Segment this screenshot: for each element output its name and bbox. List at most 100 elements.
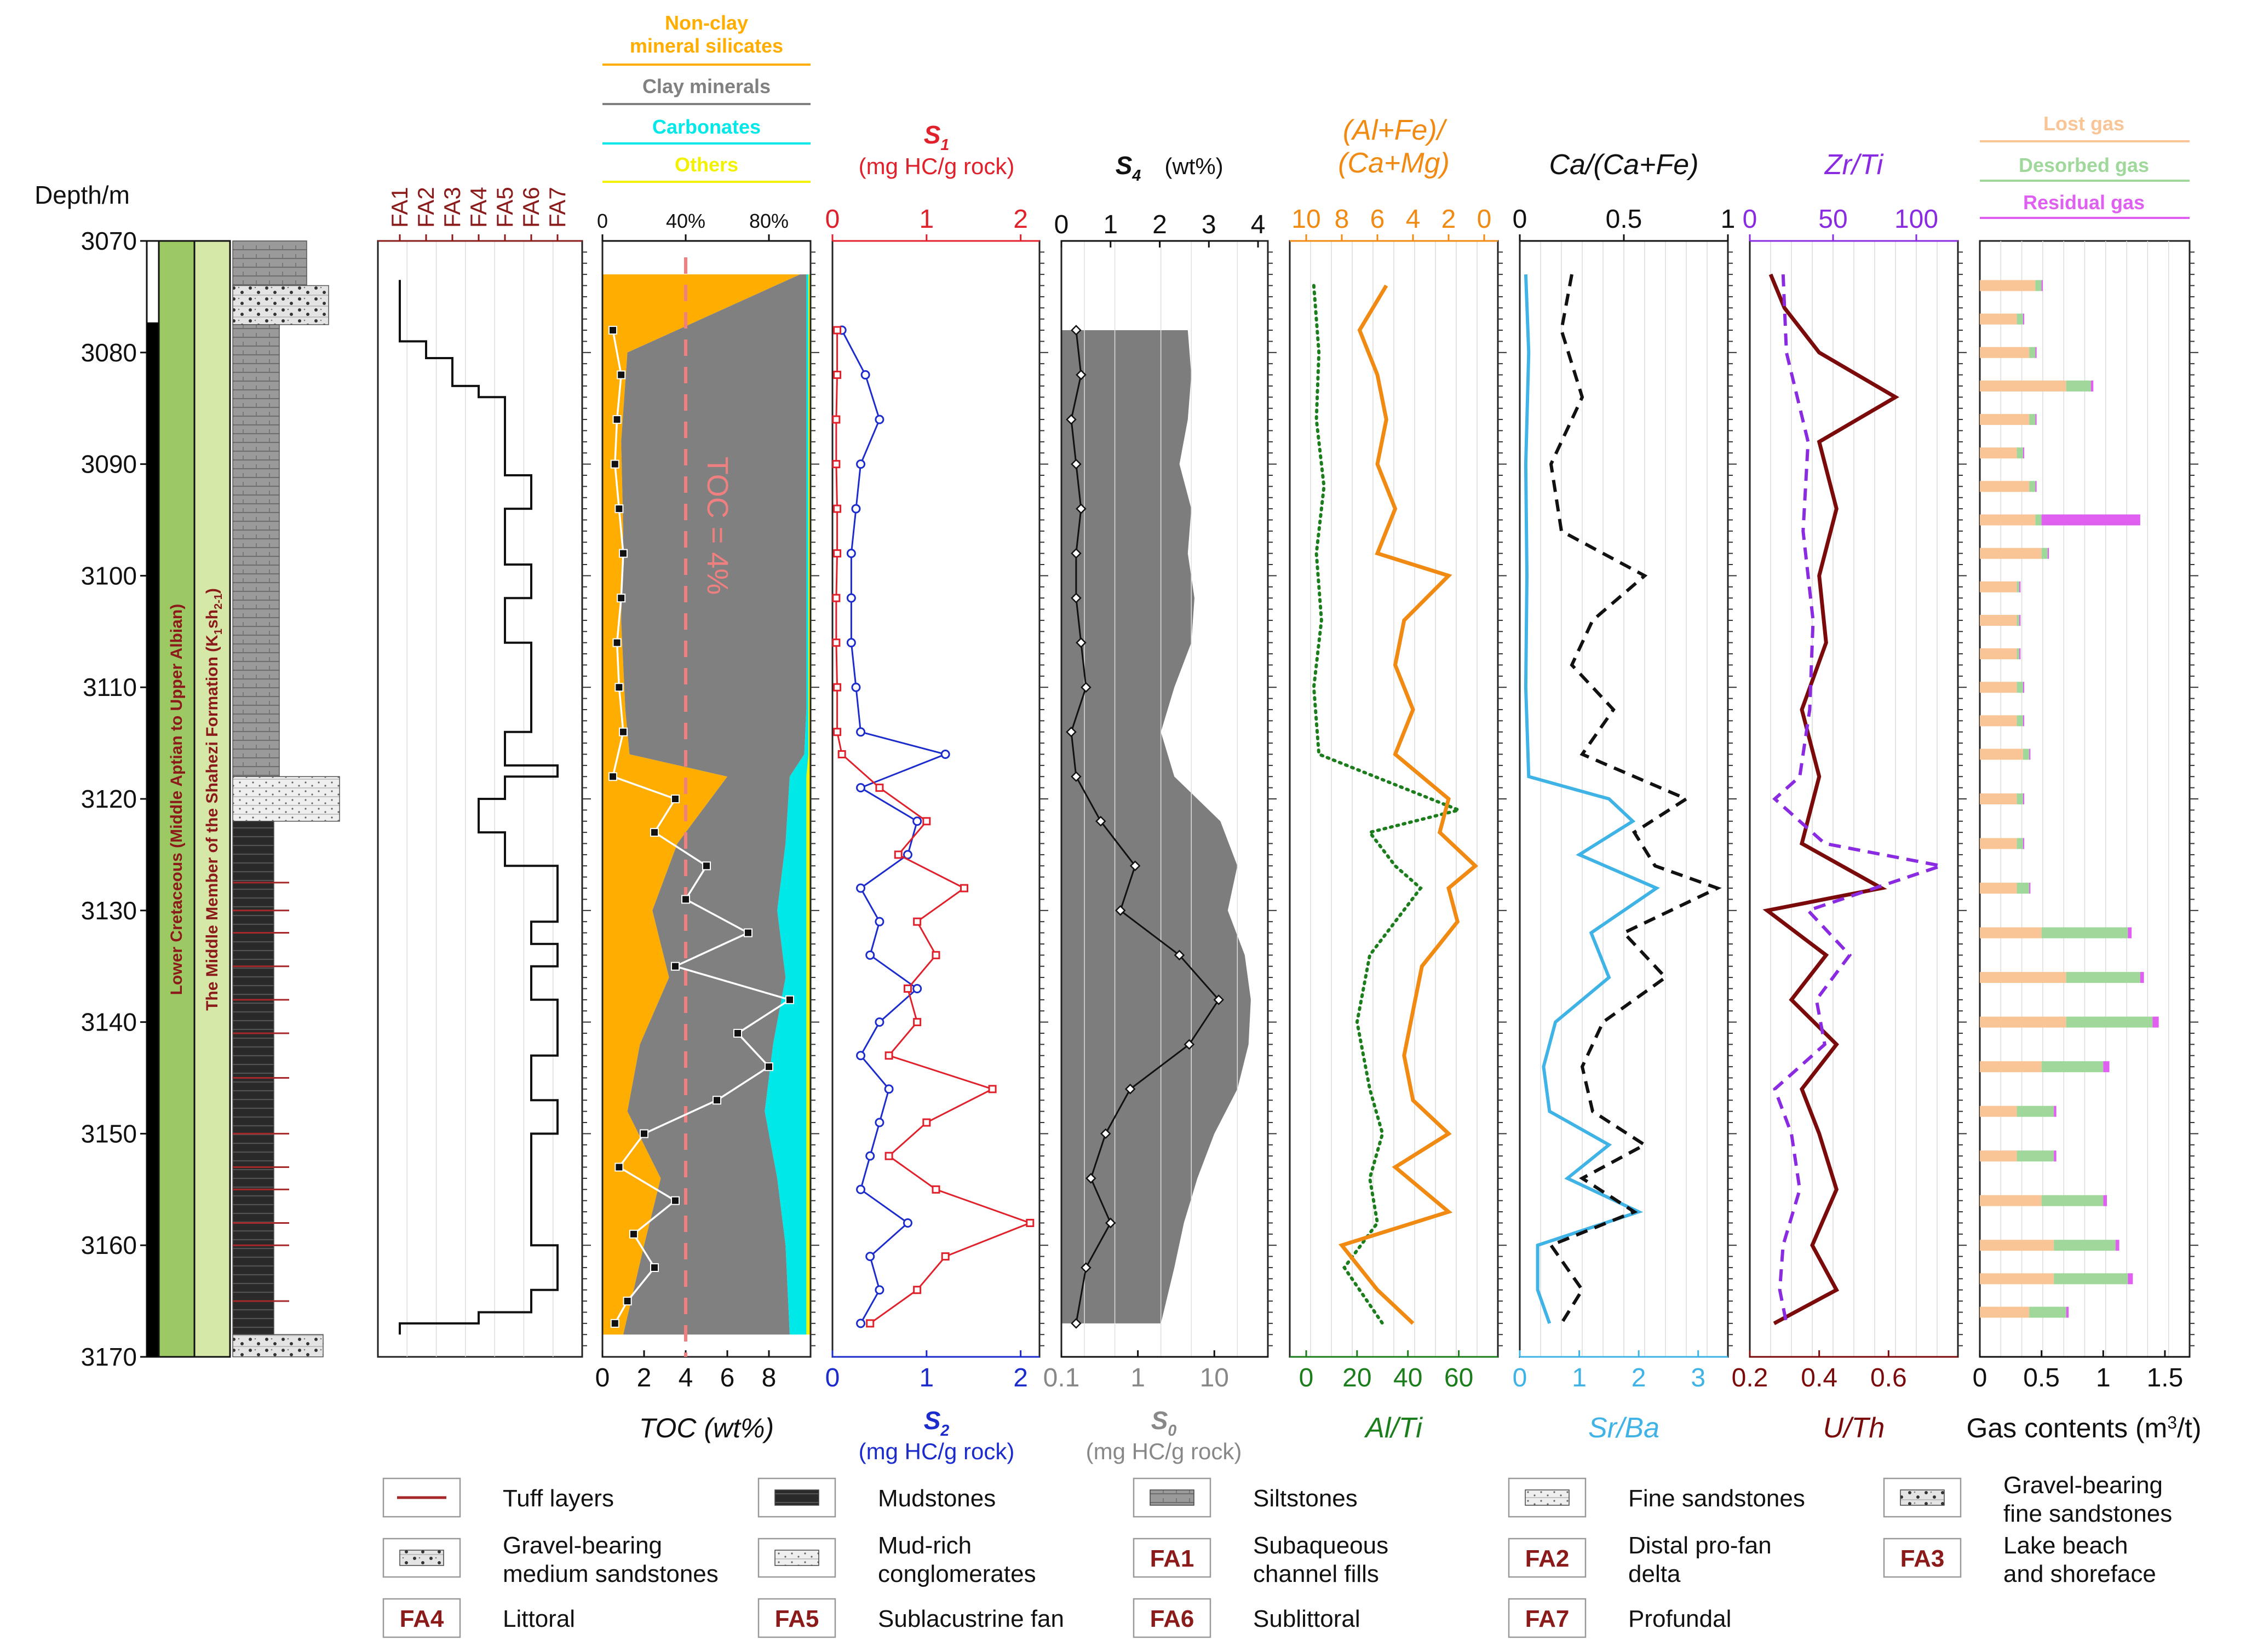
s1-point	[846, 549, 856, 559]
s1-tick-label: 2	[1013, 205, 1028, 234]
member-label-part: 2-1	[212, 594, 225, 609]
gas-bar-desorbed	[2054, 1273, 2128, 1285]
legend-label2-gfine: fine sandstones	[2003, 1500, 2172, 1527]
gas-bar-desorbed	[2029, 347, 2036, 358]
legend-label2-FA2: delta	[1628, 1561, 1681, 1587]
gas-legend-residual: Residual gas	[2023, 191, 2145, 214]
gas-bar-lost	[1980, 682, 2017, 693]
gas-tick-label: 1	[2096, 1363, 2111, 1392]
s0-units: (mg HC/g rock)	[1086, 1438, 1242, 1464]
alfe-title-line1: (Al+Fe)/	[1343, 114, 1447, 146]
legend-label2-conglo: conglomerates	[878, 1561, 1036, 1587]
toc-point	[702, 861, 711, 871]
legend-clay: Clay minerals	[642, 75, 771, 97]
toc-point	[610, 1319, 619, 1328]
s1-point	[875, 1118, 884, 1127]
gas-bar-lost	[1980, 414, 2030, 425]
s4-point	[1085, 1173, 1096, 1184]
gas-axis-title-main: Gas contents (m	[1966, 1413, 2167, 1443]
gas-bar-residual	[2035, 414, 2037, 425]
toc-point	[671, 1196, 680, 1205]
era-scale-black	[147, 322, 159, 1357]
s2-point	[833, 371, 842, 379]
toc-point	[733, 1028, 742, 1038]
s2-point	[903, 984, 912, 993]
toc-point	[614, 504, 624, 514]
toc-curve	[611, 330, 792, 1324]
gas-bar-desorbed	[2066, 1016, 2153, 1028]
gas-bar-desorbed	[2017, 313, 2023, 325]
s4-point	[1071, 592, 1082, 603]
s2-point	[832, 638, 841, 647]
gas-bar-residual	[2041, 514, 2140, 526]
alfe-top-tick-label: 8	[1335, 205, 1349, 234]
gas-bar-desorbed	[2017, 883, 2030, 894]
s1-point	[912, 983, 922, 993]
gas-bar-lost	[1980, 347, 2030, 358]
gas-bar-desorbed	[2017, 447, 2023, 459]
facies-tick-label: FA1	[387, 187, 412, 228]
s0-tick-label: 0.1	[1043, 1363, 1080, 1392]
s4-point	[1076, 503, 1087, 514]
zrti-top-tick-label: 0	[1743, 205, 1757, 234]
s2-units: (mg HC/g rock)	[859, 1438, 1015, 1464]
toc-tick-label: 4	[679, 1363, 693, 1392]
s1-curve	[841, 330, 949, 1324]
gas-bar-residual	[2047, 548, 2049, 559]
gas-bar-lost	[1980, 447, 2017, 459]
legend-swatch-silt	[1150, 1489, 1194, 1506]
gas-tick-label: 1.5	[2147, 1363, 2184, 1392]
s2-point	[913, 1286, 922, 1294]
s4-point	[1071, 458, 1082, 470]
uth-title: U/Th	[1823, 1412, 1885, 1444]
s1-title: S1	[924, 120, 950, 154]
s2-point	[922, 817, 931, 826]
depth-tick-label: 3090	[81, 450, 137, 479]
gas-bar-residual	[2128, 927, 2132, 939]
s2-point	[832, 594, 841, 602]
legend-label-fine: Fine sandstones	[1628, 1485, 1805, 1512]
top-axis-label: 3	[1202, 210, 1216, 239]
gas-bar-desorbed	[2041, 927, 2128, 939]
s4-point	[1066, 726, 1077, 738]
gas-bar-lost	[1980, 648, 2017, 660]
s2-point	[884, 1152, 893, 1160]
legend-others: Others	[675, 153, 738, 176]
s1-point	[856, 783, 866, 793]
gas-bar-desorbed	[2017, 1106, 2054, 1117]
s1-point	[903, 1218, 912, 1228]
legend-label-FA7: Profundal	[1628, 1605, 1731, 1632]
legend-label2-FA1: channel fills	[1253, 1561, 1379, 1587]
legend-swatch-mud	[774, 1489, 819, 1506]
gas-bar-lost	[1980, 1061, 2042, 1073]
legend-label-FA3: Lake beach	[2003, 1532, 2128, 1559]
cafe-top-curve	[1548, 274, 1722, 1325]
toc-point	[744, 928, 753, 937]
gas-bar-lost	[1980, 1150, 2017, 1162]
gas-bar-lost	[1980, 972, 2066, 983]
gas-bar-lost	[1980, 514, 2036, 526]
s1-point	[912, 816, 922, 826]
top-axis-label: 1	[1103, 210, 1118, 239]
s4-point	[1066, 414, 1077, 425]
s2-point	[833, 728, 842, 736]
lithology-bed	[232, 324, 280, 777]
s2-point	[832, 460, 841, 469]
gas-bar-lost	[1980, 715, 2017, 727]
gas-bar-lost	[1980, 614, 2017, 626]
member-bar	[193, 240, 231, 1358]
member-label-part: The Middle Member of the Shahezi Formati…	[203, 635, 221, 1011]
alfe-bottom-tick-label: 40	[1393, 1363, 1422, 1392]
depth-axis-title: Depth/m	[35, 181, 130, 209]
toc-point	[681, 895, 690, 904]
s4-point	[1081, 1262, 1092, 1273]
s1-tick-label: 0	[825, 205, 840, 234]
s2-point	[837, 750, 846, 758]
s1-point	[940, 749, 950, 759]
s1-point	[903, 850, 912, 860]
mineral-area-clay	[621, 274, 807, 1335]
s4-point	[1081, 682, 1092, 693]
depth-tick-label: 3100	[81, 561, 137, 590]
s2-point	[913, 917, 922, 926]
legend-label-silt: Siltstones	[1253, 1485, 1358, 1512]
